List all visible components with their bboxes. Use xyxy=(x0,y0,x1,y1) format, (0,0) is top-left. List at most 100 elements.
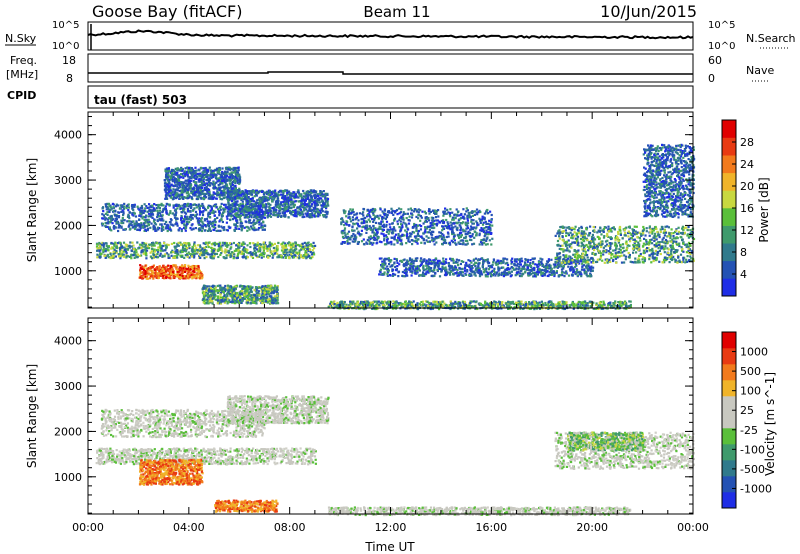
data-pixel xyxy=(238,210,242,213)
data-pixel xyxy=(106,253,110,256)
data-pixel xyxy=(142,252,145,255)
data-pixel xyxy=(273,195,276,198)
data-pixel xyxy=(221,213,224,216)
data-pixel xyxy=(223,294,226,298)
data-pixel xyxy=(289,251,293,254)
data-pixel xyxy=(302,248,306,251)
data-pixel xyxy=(268,205,271,208)
data-pixel xyxy=(276,215,279,218)
data-pixel xyxy=(149,213,152,216)
data-pixel xyxy=(107,210,110,213)
data-pixel xyxy=(229,218,232,222)
data-pixel xyxy=(258,255,261,258)
data-pixel xyxy=(233,203,236,206)
data-pixel xyxy=(184,189,187,192)
data-pixel xyxy=(213,205,216,208)
data-pixel xyxy=(217,208,220,211)
data-pixel xyxy=(96,256,99,259)
data-pixel xyxy=(253,244,256,247)
data-pixel xyxy=(119,247,122,250)
data-pixel xyxy=(131,213,134,216)
data-pixel xyxy=(216,194,219,197)
data-pixel xyxy=(181,248,185,251)
data-pixel xyxy=(246,297,249,300)
data-pixel xyxy=(260,205,263,208)
data-pixel xyxy=(190,175,193,178)
data-pixel xyxy=(156,256,160,259)
data-pixel xyxy=(156,216,159,219)
data-pixel xyxy=(189,185,192,189)
data-pixel xyxy=(258,244,261,247)
data-pixel xyxy=(165,252,168,255)
data-pixel xyxy=(179,207,182,210)
data-pixel xyxy=(231,202,234,205)
data-pixel xyxy=(179,168,182,171)
data-pixel xyxy=(261,296,265,299)
data-pixel xyxy=(174,173,177,176)
data-pixel xyxy=(188,252,191,256)
data-pixel xyxy=(163,184,167,187)
data-pixel xyxy=(261,226,264,229)
data-pixel xyxy=(140,222,143,225)
data-pixel xyxy=(255,191,259,194)
data-pixel xyxy=(276,201,279,204)
data-pixel xyxy=(254,253,257,256)
data-pixel xyxy=(174,255,177,258)
data-pixel xyxy=(269,203,272,206)
data-pixel xyxy=(308,254,311,257)
data-pixel xyxy=(175,267,178,270)
data-pixel xyxy=(303,200,306,204)
data-pixel xyxy=(197,190,200,193)
data-pixel xyxy=(230,287,233,290)
data-pixel xyxy=(192,269,195,272)
data-pixel xyxy=(268,299,271,303)
data-pixel xyxy=(177,178,180,181)
data-pixel xyxy=(187,167,190,170)
data-pixel xyxy=(173,171,176,174)
data-pixel xyxy=(223,299,226,302)
data-pixel xyxy=(120,210,123,213)
data-pixel xyxy=(264,293,267,296)
data-pixel xyxy=(170,183,173,186)
data-pixel xyxy=(170,271,173,274)
data-pixel xyxy=(259,216,262,219)
data-pixel xyxy=(119,257,122,260)
data-pixel xyxy=(296,256,299,259)
data-pixel xyxy=(321,199,324,202)
data-pixel xyxy=(145,242,148,245)
data-pixel xyxy=(280,256,283,259)
data-pixel xyxy=(246,205,249,208)
data-pixel xyxy=(227,213,230,216)
data-pixel xyxy=(193,207,196,210)
data-pixel xyxy=(254,203,258,206)
data-pixel xyxy=(198,207,201,210)
data-pixel xyxy=(258,197,261,201)
data-pixel xyxy=(195,206,198,209)
data-pixel xyxy=(281,208,284,211)
data-pixel xyxy=(292,205,296,208)
data-pixel xyxy=(166,227,169,230)
data-pixel xyxy=(219,208,222,211)
data-pixel xyxy=(122,213,125,217)
data-pixel xyxy=(208,241,211,244)
data-pixel xyxy=(224,174,227,178)
data-pixel xyxy=(259,299,262,302)
data-pixel xyxy=(167,264,170,267)
data-pixel xyxy=(162,264,165,267)
data-pixel xyxy=(126,248,129,251)
data-pixel xyxy=(289,207,292,210)
data-pixel xyxy=(156,250,160,253)
data-pixel xyxy=(294,211,297,214)
data-pixel xyxy=(144,207,147,210)
data-pixel xyxy=(217,245,220,248)
data-pixel xyxy=(182,191,185,194)
data-pixel xyxy=(156,253,159,256)
data-pixel xyxy=(190,169,193,172)
data-pixel xyxy=(140,247,143,250)
data-pixel xyxy=(181,197,184,200)
data-pixel xyxy=(211,169,214,173)
data-pixel xyxy=(242,246,246,249)
data-pixel xyxy=(294,245,297,248)
noise-tick-right-top: 10^5 xyxy=(708,20,735,31)
data-pixel xyxy=(183,241,186,245)
